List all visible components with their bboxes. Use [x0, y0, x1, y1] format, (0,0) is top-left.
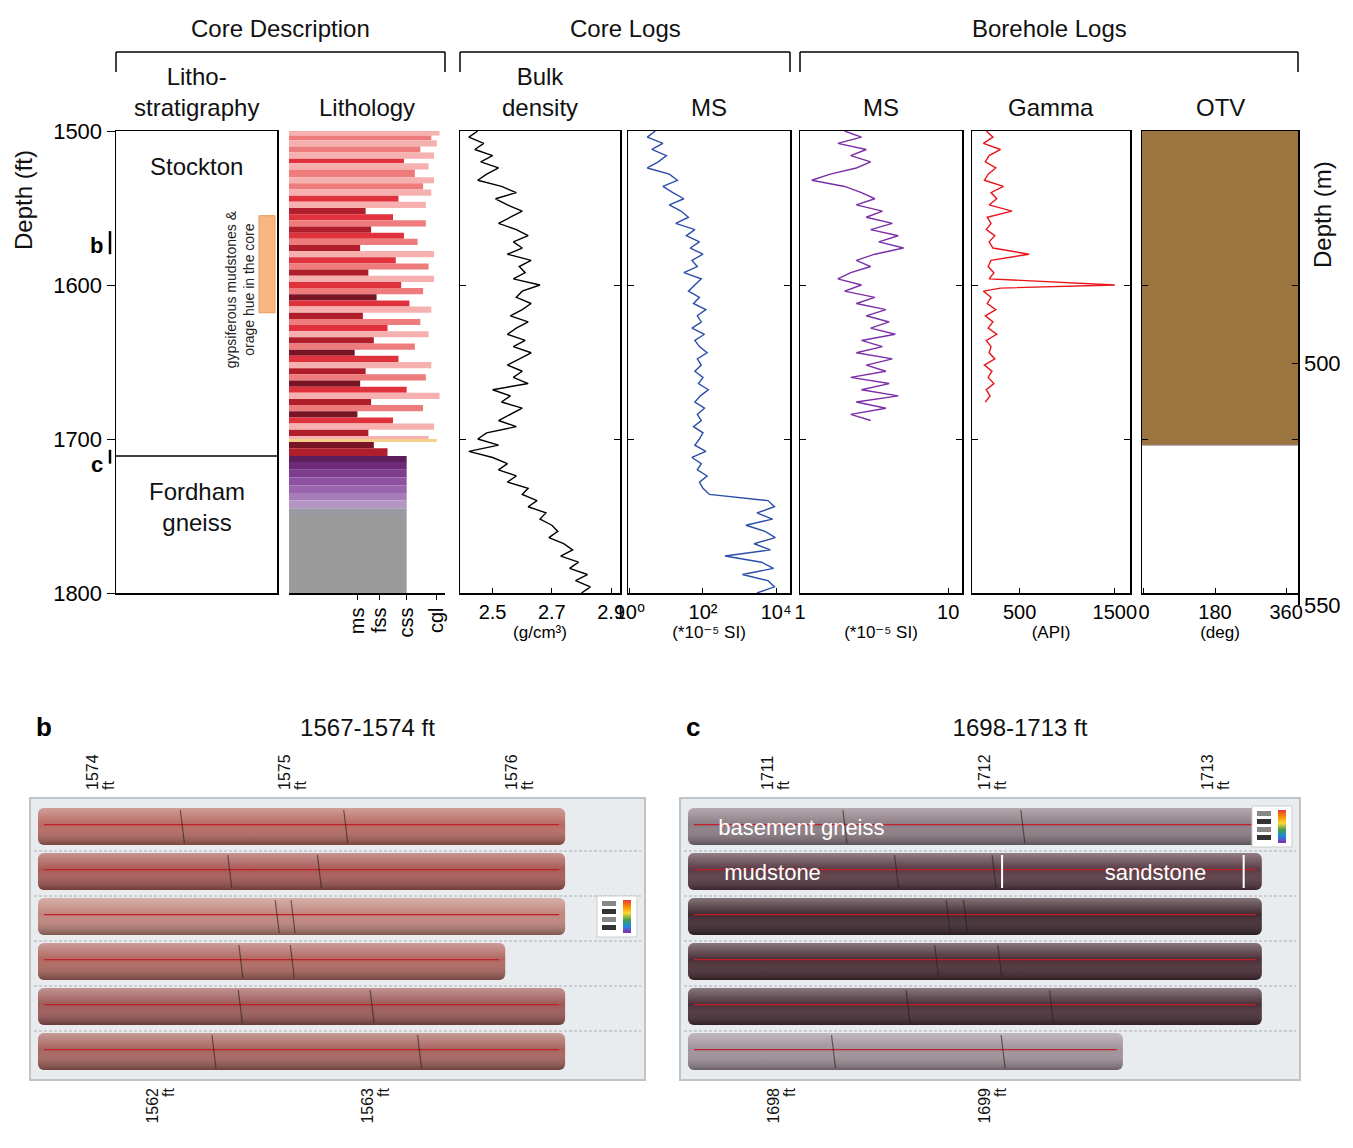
svg-text:MS: MS [863, 94, 899, 121]
svg-text:Core Logs: Core Logs [570, 15, 681, 42]
svg-text:1500: 1500 [1093, 601, 1138, 623]
svg-text:c: c [686, 712, 700, 742]
svg-text:Borehole Logs: Borehole Logs [972, 15, 1127, 42]
svg-text:10⁴: 10⁴ [761, 601, 792, 623]
svg-text:(deg): (deg) [1200, 623, 1240, 642]
svg-text:1600: 1600 [53, 273, 102, 298]
svg-text:(*10⁻⁵ SI): (*10⁻⁵ SI) [672, 623, 746, 642]
svg-text:2.9: 2.9 [597, 601, 625, 623]
svg-text:500: 500 [1304, 351, 1341, 376]
svg-text:Gamma: Gamma [1008, 94, 1094, 121]
svg-text:10²: 10² [689, 601, 718, 623]
svg-text:Lithology: Lithology [319, 94, 415, 121]
svg-text:1: 1 [794, 601, 805, 623]
svg-text:360: 360 [1269, 601, 1302, 623]
svg-text:0: 0 [1138, 601, 1149, 623]
svg-text:1699ft: 1699ft [976, 1087, 1009, 1123]
svg-text:1500: 1500 [53, 119, 102, 144]
svg-text:c: c [91, 452, 103, 477]
svg-text:(API): (API) [1032, 623, 1071, 642]
svg-text:Stockton: Stockton [150, 153, 243, 180]
svg-text:OTV: OTV [1196, 94, 1245, 121]
svg-text:550: 550 [1304, 593, 1341, 618]
svg-text:Depth (m): Depth (m) [1309, 161, 1336, 268]
svg-text:Bulkdensity: Bulkdensity [502, 63, 578, 121]
svg-text:1576ft: 1576ft [503, 754, 536, 790]
svg-text:1574ft: 1574ft [84, 754, 117, 790]
svg-text:1562ft: 1562ft [144, 1087, 177, 1123]
svg-text:1575ft: 1575ft [276, 754, 309, 790]
svg-text:(*10⁻⁵ SI): (*10⁻⁵ SI) [844, 623, 918, 642]
svg-text:10⁰: 10⁰ [615, 601, 645, 623]
svg-text:1711ft: 1711ft [759, 755, 792, 790]
svg-text:1800: 1800 [53, 581, 102, 606]
svg-text:(g/cm³): (g/cm³) [513, 623, 567, 642]
svg-text:cgl: cgl [425, 608, 447, 634]
svg-text:180: 180 [1198, 601, 1231, 623]
svg-text:Litho-stratigraphy: Litho-stratigraphy [134, 63, 259, 121]
svg-text:ms: ms [346, 608, 368, 635]
svg-text:2.5: 2.5 [479, 601, 507, 623]
svg-text:Core Description: Core Description [191, 15, 370, 42]
svg-text:1698-1713 ft: 1698-1713 ft [953, 714, 1088, 741]
svg-text:basement gneiss: basement gneiss [718, 815, 884, 840]
svg-text:css: css [395, 608, 417, 638]
svg-text:MS: MS [691, 94, 727, 121]
svg-text:10: 10 [937, 601, 959, 623]
svg-text:b: b [90, 233, 103, 258]
svg-text:Fordhamgneiss: Fordhamgneiss [149, 478, 245, 536]
svg-text:1712ft: 1712ft [976, 754, 1009, 790]
svg-text:Depth (ft): Depth (ft) [10, 150, 37, 250]
svg-text:mudstone: mudstone [724, 860, 821, 885]
svg-text:1700: 1700 [53, 427, 102, 452]
svg-text:gypsiferous mudstones &orage h: gypsiferous mudstones &orage hue in the … [223, 210, 257, 368]
svg-text:sandstone: sandstone [1105, 860, 1207, 885]
svg-text:1567-1574 ft: 1567-1574 ft [300, 714, 435, 741]
svg-text:1698ft: 1698ft [765, 1087, 798, 1123]
svg-text:500: 500 [1003, 601, 1036, 623]
svg-text:fss: fss [368, 608, 390, 634]
svg-text:1713ft: 1713ft [1199, 754, 1232, 790]
svg-text:2.7: 2.7 [538, 601, 566, 623]
svg-text:1563ft: 1563ft [359, 1087, 392, 1123]
svg-text:b: b [36, 712, 52, 742]
